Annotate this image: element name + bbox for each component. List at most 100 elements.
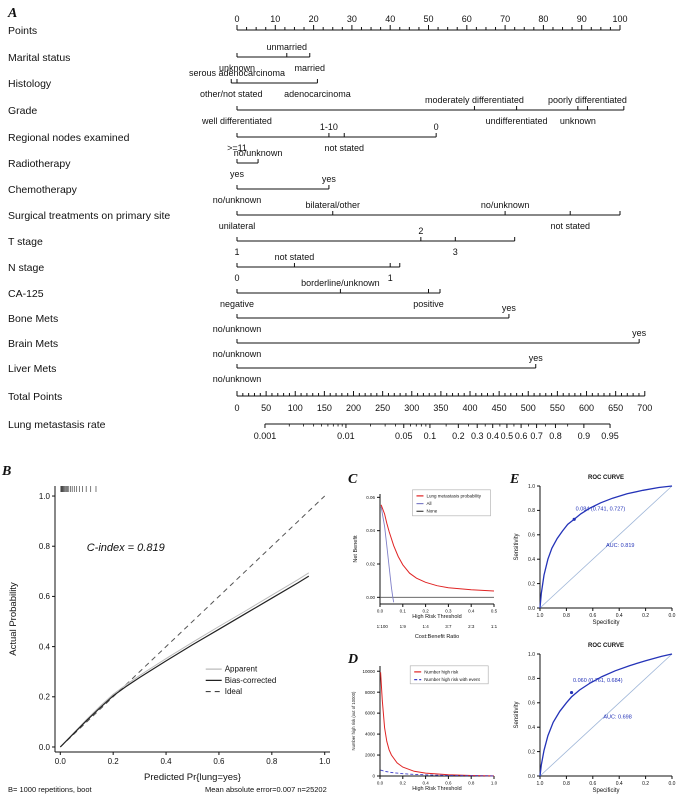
roc2-chart: 1.0 0.8 0.6 0.4 0.2 0.0 0.0 0.2 0.4 0.6 0.8 1.0 Spec… [514,643,676,794]
svg-text:1:100: 1:100 [377,624,389,629]
svg-text:Surgical treatments on primary: Surgical treatments on primary site [8,210,170,222]
svg-text:350: 350 [433,403,448,413]
svg-text:400: 400 [463,403,478,413]
svg-text:0.5: 0.5 [491,609,498,614]
svg-text:150: 150 [317,403,332,413]
svg-text:0.0: 0.0 [55,757,67,766]
svg-text:0.084 (0.741, 0.727): 0.084 (0.741, 0.727) [576,506,626,512]
svg-text:not stated: not stated [324,143,364,153]
svg-text:Lung metastasis probability: Lung metastasis probability [426,493,481,498]
svg-text:0.05: 0.05 [395,431,413,441]
svg-text:0: 0 [234,273,239,283]
svg-text:60: 60 [462,14,472,24]
svg-text:0.6: 0.6 [515,431,528,441]
svg-text:0.2: 0.2 [642,781,649,787]
panel-e-label: E [510,472,520,487]
svg-text:0.00: 0.00 [366,595,375,600]
svg-text:yes: yes [230,169,245,179]
svg-text:3: 3 [453,247,458,257]
svg-text:Specificity: Specificity [592,620,619,626]
svg-text:0.3: 0.3 [471,431,484,441]
highrisk-chart: 0.0 0.2 0.4 0.6 0.8 1.0 0 2000 4000 6000 8000 10000… [351,665,498,792]
svg-text:Total Points: Total Points [8,391,62,403]
svg-text:0.4: 0.4 [160,757,172,766]
svg-text:0.8: 0.8 [528,508,535,514]
svg-text:Grade: Grade [8,105,37,117]
svg-text:adenocarcinoma: adenocarcinoma [284,89,351,99]
svg-text:Radiotherapy: Radiotherapy [8,158,71,170]
svg-text:Specificity: Specificity [592,788,619,794]
svg-text:0.0: 0.0 [377,781,384,786]
svg-text:3:7: 3:7 [445,624,452,629]
dca-chart: 0.0 0.1 0.2 0.3 0.4 0.5 0.00 0.02 0.04 0.06 High R… [353,489,498,640]
svg-text:100: 100 [288,403,303,413]
svg-text:1.0: 1.0 [491,781,498,786]
svg-text:0.8: 0.8 [468,781,475,786]
svg-text:10: 10 [270,14,280,24]
svg-text:1:4: 1:4 [422,624,429,629]
svg-text:0.0: 0.0 [669,613,676,619]
svg-text:Apparent: Apparent [225,665,258,674]
svg-text:1:1: 1:1 [491,624,498,629]
svg-text:0: 0 [234,14,239,24]
svg-text:Number high risk with event: Number high risk with event [424,677,480,682]
svg-text:50: 50 [423,14,433,24]
svg-text:positive: positive [413,299,444,309]
svg-text:ROC CURVE: ROC CURVE [588,475,624,481]
svg-text:50: 50 [261,403,271,413]
svg-text:negative: negative [220,299,254,309]
svg-text:High Risk Threshold: High Risk Threshold [412,786,461,792]
svg-text:1.0: 1.0 [537,613,544,619]
svg-text:Bone Mets: Bone Mets [8,313,58,325]
svg-text:Histology: Histology [8,78,52,90]
svg-text:1.0: 1.0 [528,652,535,658]
svg-text:0.2: 0.2 [642,613,649,619]
svg-text:0.4: 0.4 [616,781,623,787]
svg-text:650: 650 [608,403,623,413]
svg-text:no/unknown: no/unknown [213,374,262,384]
svg-text:2: 2 [418,226,423,236]
svg-text:0.0: 0.0 [528,774,535,780]
svg-text:0.4: 0.4 [486,431,499,441]
svg-text:0.6: 0.6 [528,533,535,539]
svg-text:serous adenocarcinoma: serous adenocarcinoma [189,68,285,78]
svg-text:Chemotherapy: Chemotherapy [8,184,78,196]
svg-text:0.9: 0.9 [578,431,591,441]
svg-text:0.6: 0.6 [213,757,225,766]
svg-text:yes: yes [322,174,337,184]
svg-text:0.01: 0.01 [337,431,355,441]
svg-text:2:3: 2:3 [468,624,475,629]
svg-text:>=11: >=11 [227,143,247,153]
svg-text:0.2: 0.2 [452,431,465,441]
svg-text:1.0: 1.0 [39,492,51,501]
svg-text:Marital status: Marital status [8,52,70,64]
svg-text:600: 600 [579,403,594,413]
svg-text:200: 200 [346,403,361,413]
svg-text:CA-125: CA-125 [8,288,44,300]
svg-text:0.0: 0.0 [377,609,384,614]
svg-text:0.0: 0.0 [669,781,676,787]
svg-text:80: 80 [538,14,548,24]
svg-text:no/unknown: no/unknown [213,195,262,205]
svg-text:0.7: 0.7 [530,431,543,441]
svg-text:0: 0 [434,122,439,132]
svg-text:0.060 (0.761, 0.684): 0.060 (0.761, 0.684) [573,678,623,684]
svg-text:Cost:Benefit Ratio: Cost:Benefit Ratio [415,634,459,640]
svg-text:0.2: 0.2 [422,609,429,614]
panel-b-label: B [2,464,12,479]
svg-text:0.0: 0.0 [528,606,535,612]
svg-text:not stated: not stated [550,221,590,231]
svg-text:0.6: 0.6 [39,592,51,601]
svg-text:0.4: 0.4 [468,609,475,614]
svg-text:unknown: unknown [219,63,255,73]
svg-text:Brain Mets: Brain Mets [8,338,58,350]
svg-text:C-index = 0.819: C-index = 0.819 [87,542,165,554]
svg-text:0.2: 0.2 [108,757,120,766]
svg-text:Liver Mets: Liver Mets [8,363,56,375]
svg-text:unknown: unknown [560,116,596,126]
svg-text:6000: 6000 [365,711,376,716]
svg-text:0: 0 [372,774,375,779]
svg-text:300: 300 [404,403,419,413]
svg-text:70: 70 [500,14,510,24]
svg-text:40: 40 [385,14,395,24]
